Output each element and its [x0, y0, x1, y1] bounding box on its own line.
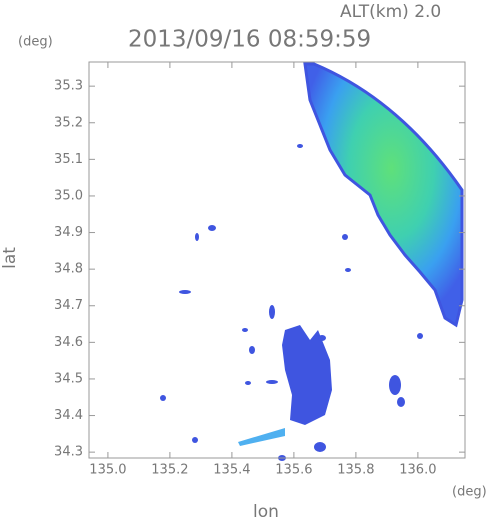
radar-echoes [160, 62, 464, 461]
x-axis-label: lon [253, 502, 279, 521]
y-tick-label: 34.6 [54, 335, 83, 350]
y-tick-label: 34.9 [54, 225, 83, 240]
x-tick-label: 135.8 [337, 463, 374, 478]
chart-title: 2013/09/16 08:59:59 [128, 27, 371, 53]
y-tick-label: 34.5 [54, 371, 83, 386]
subtitle: ALT(km) 2.0 [340, 2, 441, 22]
plot-frame [88, 61, 466, 459]
x-tick-label: 135.2 [151, 463, 188, 478]
x-tick-label: 136.0 [399, 463, 436, 478]
y-tick-label: 34.4 [54, 408, 83, 423]
x-unit: (deg) [452, 485, 487, 500]
y-unit: (deg) [18, 35, 53, 50]
y-tick-label: 35.2 [54, 115, 83, 130]
y-tick-label: 34.3 [54, 445, 83, 460]
y-axis-label: lat [0, 247, 20, 269]
y-tick-label: 35.0 [54, 188, 83, 203]
x-tick-label: 135.0 [89, 463, 126, 478]
y-tick-label: 34.8 [54, 262, 83, 277]
y-tick-label: 34.7 [54, 298, 83, 313]
y-tick-label: 35.1 [54, 152, 83, 167]
x-tick-label: 135.6 [275, 463, 312, 478]
x-tick-label: 135.4 [213, 463, 250, 478]
y-tick-label: 35.3 [54, 79, 83, 94]
